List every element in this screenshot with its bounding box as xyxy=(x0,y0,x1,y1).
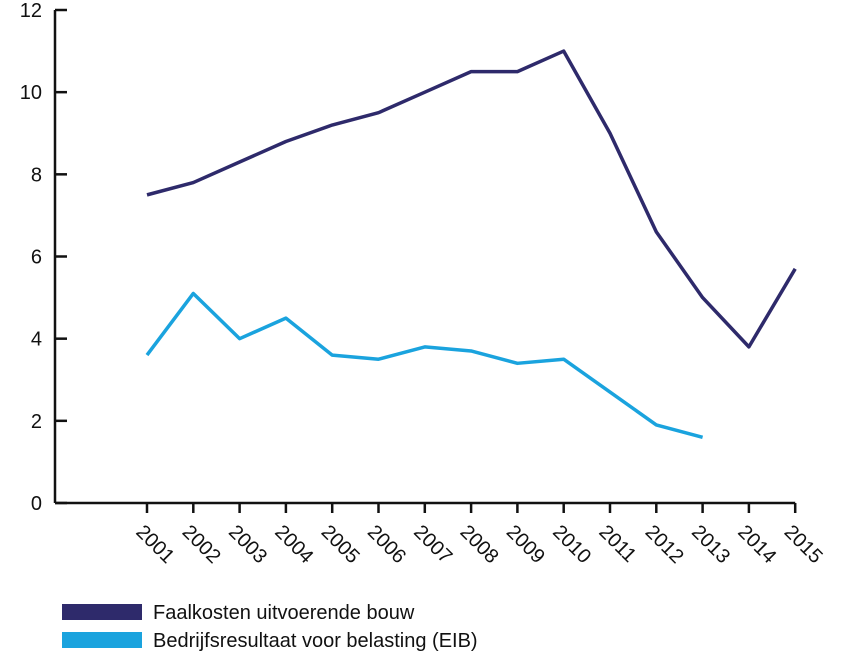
y-tick-label: 4 xyxy=(31,329,42,351)
x-tick-label: 2013 xyxy=(687,521,734,568)
line xyxy=(145,291,704,439)
x-tick-label: 2003 xyxy=(224,521,271,568)
x-tick-label: 2012 xyxy=(641,521,688,568)
y-tick-label: 8 xyxy=(31,164,42,186)
legend-label: Bedrijfsresultaat voor belasting (EIB) xyxy=(153,630,478,652)
x-tick-label: 2002 xyxy=(178,521,225,568)
x-tick-label: 2001 xyxy=(131,521,178,568)
x-tick-label: 2011 xyxy=(594,521,640,567)
x-tick-label: 2008 xyxy=(456,521,503,568)
legend-swatch xyxy=(62,632,142,648)
y-tick-label: 6 xyxy=(31,247,42,269)
x-tick-label: 2014 xyxy=(733,521,780,568)
x-tick-label: 2009 xyxy=(502,521,549,568)
x-tick-label: 2005 xyxy=(317,521,364,568)
x-tick-label: 2010 xyxy=(548,521,595,568)
line xyxy=(146,49,797,349)
x-tick-label: 2015 xyxy=(780,521,827,568)
legend-label: Faalkosten uitvoerende bouw xyxy=(153,602,415,624)
y-tick-label: 2 xyxy=(31,411,42,433)
x-tick-label: 2007 xyxy=(409,521,456,568)
y-tick-label: 12 xyxy=(20,0,42,22)
x-tick-label: 2004 xyxy=(270,521,317,568)
y-tick-label: 10 xyxy=(20,82,42,104)
x-tick-label: 2006 xyxy=(363,521,410,568)
y-tick-label: 0 xyxy=(31,493,42,515)
legend-swatch xyxy=(62,604,142,620)
